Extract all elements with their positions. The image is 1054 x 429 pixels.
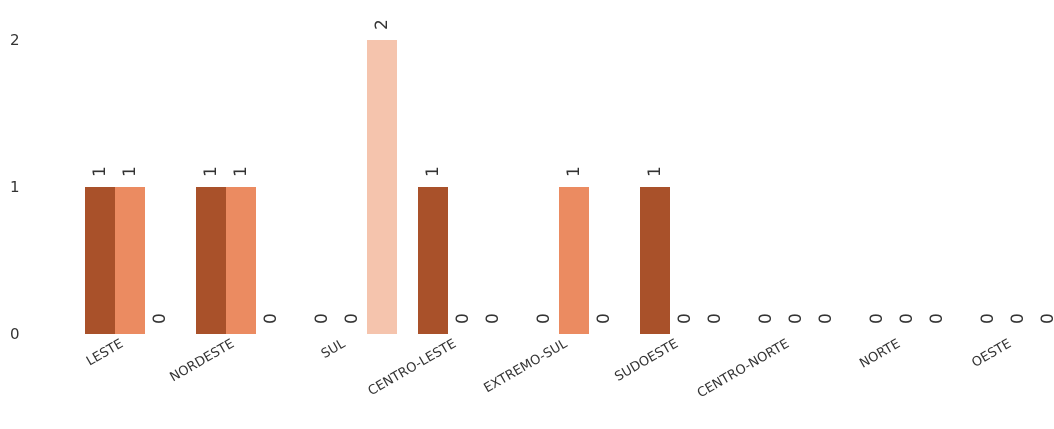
data-label: 0 [453, 313, 473, 324]
data-label: 0 [312, 313, 332, 324]
category-label: LESTE [84, 336, 126, 369]
y-tick-label: 0 [10, 325, 20, 343]
data-label: 0 [756, 313, 776, 324]
bar [418, 187, 448, 334]
data-label: 0 [483, 313, 503, 324]
bar [640, 187, 670, 334]
bar [196, 187, 226, 334]
data-label: 1 [564, 166, 584, 177]
bar [226, 187, 256, 334]
category-label: OESTE [969, 336, 1014, 370]
data-label: 0 [816, 313, 836, 324]
data-label: 0 [786, 313, 806, 324]
data-label: 1 [201, 166, 221, 177]
data-label: 0 [675, 313, 695, 324]
bar [115, 187, 145, 334]
y-tick-label: 2 [10, 31, 20, 49]
category-label: SUDOESTE [612, 336, 681, 384]
data-label: 1 [120, 166, 140, 177]
category-label: SUL [319, 336, 349, 362]
y-tick-label: 1 [10, 178, 20, 196]
category-label: CENTRO-LESTE [366, 336, 459, 399]
data-label: 0 [534, 313, 554, 324]
bar [85, 187, 115, 334]
bar [367, 40, 397, 334]
data-label: 0 [261, 313, 281, 324]
data-label: 0 [342, 313, 362, 324]
data-label: 0 [978, 313, 998, 324]
bar-groups [85, 40, 670, 334]
data-label: 0 [1008, 313, 1028, 324]
data-label: 0 [705, 313, 725, 324]
data-label: 0 [594, 313, 614, 324]
category-label: NORDESTE [167, 336, 237, 385]
y-axis-ticks: 0 1 2 [10, 31, 20, 343]
category-label: EXTREMO-SUL [481, 336, 570, 396]
data-label: 1 [90, 166, 110, 177]
data-label: 0 [1038, 313, 1054, 324]
data-label: 1 [231, 166, 251, 177]
data-label: 0 [867, 313, 887, 324]
x-axis-category-labels: LESTE NORDESTE SUL CENTRO-LESTE EXTREMO-SUL S… [84, 336, 1014, 401]
data-label: 0 [897, 313, 917, 324]
bar [559, 187, 589, 334]
data-label: 0 [927, 313, 947, 324]
category-label: NORTE [857, 336, 903, 371]
data-label: 2 [372, 19, 392, 30]
data-label: 1 [645, 166, 665, 177]
data-labels: 110110002100010100000000000 [90, 19, 1054, 324]
data-label: 0 [150, 313, 170, 324]
category-label: CENTRO-NORTE [695, 336, 792, 401]
data-label: 1 [423, 166, 443, 177]
